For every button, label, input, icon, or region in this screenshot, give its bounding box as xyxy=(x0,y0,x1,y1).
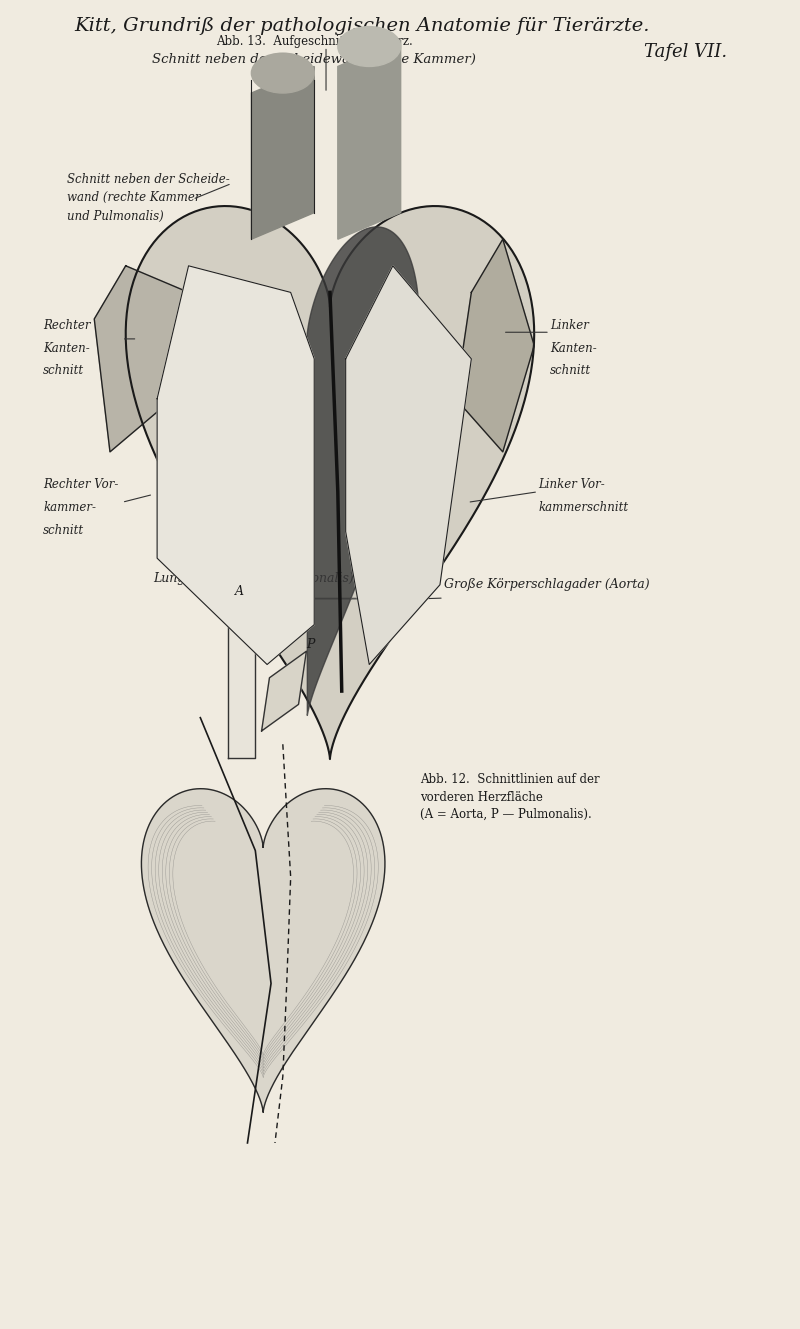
Polygon shape xyxy=(346,266,471,664)
Text: kammer-: kammer- xyxy=(43,501,96,514)
Polygon shape xyxy=(251,66,314,239)
Polygon shape xyxy=(262,651,306,731)
Text: Große Körperschlagader (Aorta): Große Körperschlagader (Aorta) xyxy=(444,578,650,591)
Text: A: A xyxy=(235,585,244,598)
Ellipse shape xyxy=(251,53,314,93)
Text: kammerschnitt: kammerschnitt xyxy=(538,501,628,514)
Text: Rechter: Rechter xyxy=(43,319,90,332)
Text: Schnitt neben der Scheide-: Schnitt neben der Scheide- xyxy=(66,173,230,186)
Text: Linker: Linker xyxy=(550,319,589,332)
Text: Kanten-: Kanten- xyxy=(43,342,90,355)
Polygon shape xyxy=(94,266,189,452)
Text: (A = Aorta, P — Pulmonalis).: (A = Aorta, P — Pulmonalis). xyxy=(420,808,592,821)
Polygon shape xyxy=(338,40,401,239)
Text: Kitt, Grundriß der pathologischen Anatomie für Tierärzte.: Kitt, Grundriß der pathologischen Anatom… xyxy=(74,17,650,36)
Text: und Pulmonalis): und Pulmonalis) xyxy=(66,210,163,223)
Text: Abb. 13.  Aufgeschnittenes Herz.: Abb. 13. Aufgeschnittenes Herz. xyxy=(216,35,413,48)
Polygon shape xyxy=(142,788,385,1112)
Text: vorderen Herzfläche: vorderen Herzfläche xyxy=(420,791,543,804)
Text: Tafel VII.: Tafel VII. xyxy=(644,43,727,61)
Text: schnitt: schnitt xyxy=(43,524,84,537)
Text: Rechter Vor-: Rechter Vor- xyxy=(43,478,118,492)
Text: Kanten-: Kanten- xyxy=(550,342,597,355)
Polygon shape xyxy=(228,618,255,758)
Text: Lungenschlagader (Pulmonalis): Lungenschlagader (Pulmonalis) xyxy=(153,571,354,585)
Text: wand (rechte Kammer: wand (rechte Kammer xyxy=(66,191,200,205)
Text: schnitt: schnitt xyxy=(550,364,591,377)
Polygon shape xyxy=(157,266,314,664)
Text: Schnitt neben der Scheidewand (linke Kammer): Schnitt neben der Scheidewand (linke Kam… xyxy=(152,53,476,66)
Polygon shape xyxy=(126,206,534,759)
Text: Linker Vor-: Linker Vor- xyxy=(538,478,605,492)
Text: P: P xyxy=(306,638,314,651)
Polygon shape xyxy=(456,239,534,452)
Text: schnitt: schnitt xyxy=(43,364,84,377)
Text: Abb. 12.  Schnittlinien auf der: Abb. 12. Schnittlinien auf der xyxy=(420,773,600,787)
Ellipse shape xyxy=(338,27,401,66)
